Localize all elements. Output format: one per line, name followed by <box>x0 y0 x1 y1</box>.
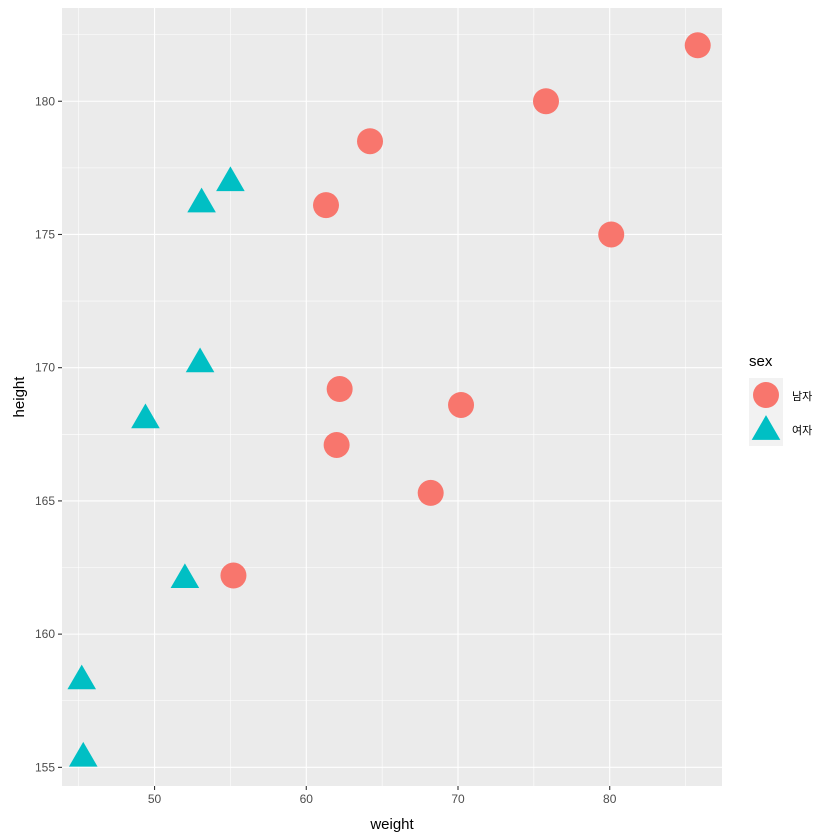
x-tick-label: 60 <box>300 792 314 806</box>
male-data-point <box>598 221 625 248</box>
y-tick-label: 165 <box>35 494 55 508</box>
male-data-point <box>323 431 350 458</box>
y-axis-ticks: 155 160 165 170 175 180 <box>35 94 62 774</box>
male-data-point <box>417 479 444 506</box>
y-tick-label: 170 <box>35 361 55 375</box>
male-data-point <box>313 192 339 219</box>
male-data-point <box>326 376 353 403</box>
female-data-point <box>187 187 216 213</box>
male-data-point <box>357 128 383 155</box>
male-data-point <box>684 32 711 59</box>
legend-key-female-triangle <box>751 415 781 440</box>
y-tick-label: 155 <box>35 760 55 774</box>
y-tick-label: 160 <box>35 627 55 641</box>
plot-panel <box>62 8 722 786</box>
female-data-point <box>185 347 215 373</box>
female-data-point <box>170 563 200 589</box>
female-data-point <box>131 403 160 429</box>
x-tick-label: 50 <box>148 792 162 806</box>
x-axis-title: weight <box>369 816 414 833</box>
female-data-point <box>67 664 97 690</box>
x-axis-ticks: 50 60 70 80 <box>148 786 617 806</box>
x-tick-label: 70 <box>451 792 465 806</box>
legend-title: sex <box>749 353 773 370</box>
legend-keys <box>751 382 781 440</box>
y-tick-label: 180 <box>35 94 55 108</box>
data-points <box>67 32 711 767</box>
y-axis-title: height <box>11 376 28 418</box>
legend-label-female: 여자 <box>792 424 812 437</box>
female-data-point <box>216 166 245 192</box>
legend: sex 남자 여자 <box>749 353 812 446</box>
legend-key-male-circle <box>753 382 779 408</box>
male-data-point <box>448 391 475 418</box>
male-data-point <box>220 562 247 589</box>
male-data-point <box>533 88 559 115</box>
female-data-point <box>68 741 98 767</box>
y-tick-label: 175 <box>35 227 55 241</box>
x-tick-label: 80 <box>603 792 617 806</box>
legend-label-male: 남자 <box>792 390 812 403</box>
